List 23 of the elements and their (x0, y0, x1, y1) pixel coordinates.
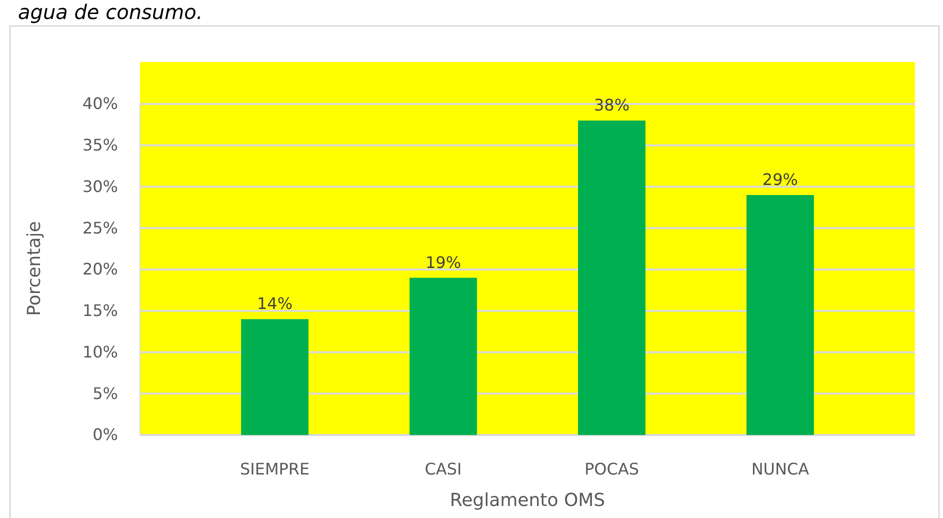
data-label: 19% (425, 252, 462, 272)
y-tick-label: 10% (82, 342, 118, 362)
y-tick-label: 40% (82, 94, 118, 114)
y-tick-label: 20% (82, 260, 118, 279)
chart-title: agua de consumo. (18, 0, 203, 24)
y-tick-label: 25% (82, 218, 118, 238)
data-label: 29% (762, 170, 798, 190)
y-tick-label: 0% (92, 425, 118, 444)
x-tick-label: POCAS (584, 459, 639, 478)
x-tick-label: CASI (424, 459, 462, 478)
bar (241, 319, 308, 435)
bar (746, 195, 814, 435)
y-tick-label: 15% (82, 300, 118, 320)
x-tick-label: SIEMPRE (240, 459, 310, 478)
y-tick-label: 30% (82, 176, 118, 196)
x-tick-label: NUNCA (751, 459, 810, 478)
data-label: 14% (257, 294, 293, 314)
bar (578, 120, 646, 435)
x-axis-title: Reglamento OMS (450, 490, 606, 511)
y-tick-label: 5% (92, 384, 118, 403)
y-axis-title: Porcentaje (24, 221, 45, 316)
y-tick-label: 35% (82, 135, 118, 154)
bar (410, 278, 477, 435)
